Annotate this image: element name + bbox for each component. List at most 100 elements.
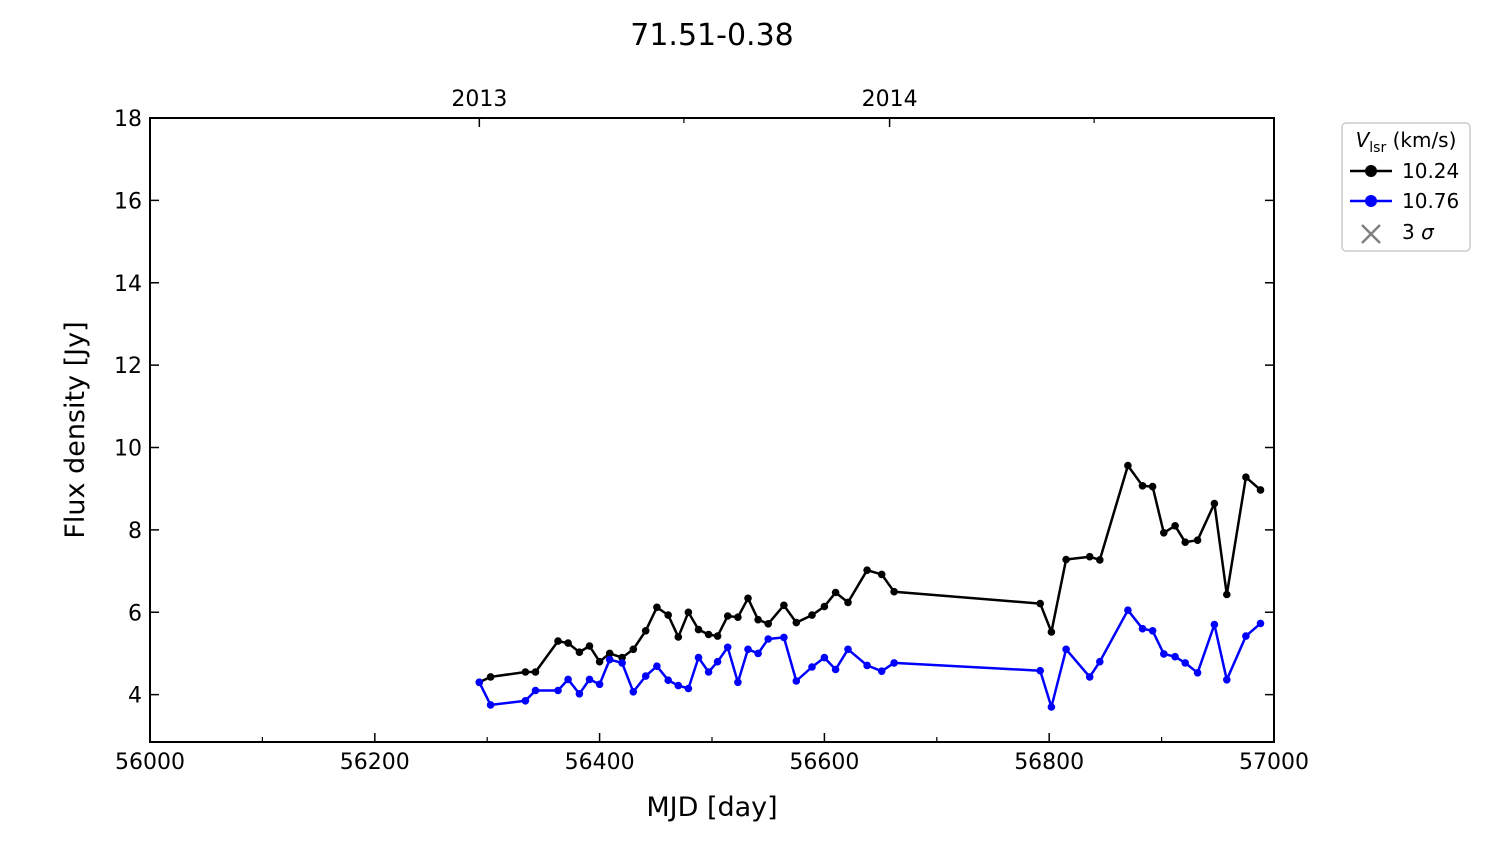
y-tick-label: 14 (114, 272, 142, 297)
data-point (641, 672, 650, 680)
y-tick-label: 16 (114, 189, 142, 214)
x-tick-label: 57000 (1239, 750, 1309, 775)
series-layer (475, 461, 1265, 711)
x-tick-label: 56800 (1014, 750, 1084, 775)
data-point (890, 587, 898, 596)
data-point (831, 588, 840, 597)
data-point (1124, 461, 1132, 470)
data-point (1256, 486, 1265, 494)
data-point (723, 612, 732, 620)
data-point (1047, 703, 1056, 711)
data-point (1210, 499, 1219, 508)
data-point (653, 662, 661, 670)
data-point (820, 653, 829, 662)
data-point (521, 668, 530, 676)
legend-marker-3sigma (1361, 224, 1381, 244)
y-tick-label: 18 (114, 107, 142, 132)
data-point (618, 659, 626, 667)
data-point (1148, 627, 1157, 635)
legend-title-symbol: V (1356, 128, 1371, 152)
data-point (564, 675, 572, 684)
legend-marker-series-1 (1365, 165, 1377, 177)
legend-title-unit: (km/s) (1386, 128, 1456, 152)
data-point (1242, 473, 1250, 482)
data-point (792, 618, 801, 627)
data-point (877, 667, 886, 675)
data-point (808, 663, 816, 671)
data-point (564, 639, 572, 647)
data-point (486, 701, 495, 709)
data-point (1160, 650, 1168, 658)
data-point (754, 649, 762, 658)
data-point (808, 611, 816, 619)
data-point (1181, 538, 1189, 546)
data-point (694, 625, 703, 634)
series-1 (475, 461, 1265, 687)
y-tick-label: 12 (114, 354, 142, 379)
data-point (629, 645, 638, 654)
data-point (704, 668, 713, 676)
y-tick-label: 8 (128, 519, 142, 544)
data-point (1036, 666, 1044, 675)
legend-title: Vlsr (km/s) (1356, 128, 1457, 156)
data-point (1193, 669, 1202, 677)
data-point (713, 632, 722, 640)
data-point (1138, 482, 1147, 490)
data-point (531, 686, 540, 695)
legend: Vlsr (km/s) 10.24 10.76 3 σ (1341, 122, 1471, 252)
data-point (1062, 555, 1070, 564)
data-point (674, 633, 683, 641)
top-tick-label: 2014 (862, 87, 918, 112)
data-point (780, 633, 788, 642)
data-point (1210, 620, 1219, 629)
data-point (1223, 590, 1231, 599)
data-point (1160, 529, 1168, 537)
data-point (1181, 659, 1189, 667)
data-point (1148, 482, 1157, 491)
data-point (877, 570, 886, 579)
legend-label-3sigma: 3 σ (1402, 220, 1435, 244)
data-point (694, 653, 703, 662)
data-point (1138, 624, 1147, 633)
data-point (595, 680, 604, 689)
y-tick-label: 4 (128, 684, 142, 709)
series-line (478, 464, 1262, 684)
data-point (475, 678, 484, 687)
data-point (734, 613, 742, 621)
data-point (1062, 645, 1070, 654)
data-point (1096, 657, 1104, 666)
plot-frame (149, 117, 1275, 743)
y-tick-label: 6 (128, 601, 142, 626)
data-point (595, 657, 604, 666)
legend-box (1341, 122, 1471, 252)
data-point (684, 684, 693, 693)
data-point (664, 676, 672, 684)
legend-label-series-2: 10.76 (1402, 189, 1459, 213)
data-point (629, 688, 638, 696)
data-point (521, 697, 530, 705)
data-point (890, 659, 898, 667)
x-tick-label: 56600 (789, 750, 859, 775)
data-point (531, 668, 540, 676)
data-point (863, 566, 871, 574)
data-point (1242, 632, 1250, 640)
data-point (653, 603, 661, 612)
x-axis-title: MJD [day] (646, 792, 777, 823)
data-point (844, 645, 852, 654)
chart-title: 71.51-0.38 (630, 18, 794, 53)
data-point (831, 665, 840, 674)
series-2 (475, 606, 1265, 711)
data-point (704, 630, 713, 639)
data-point (585, 642, 594, 650)
data-point (713, 657, 722, 666)
data-point (605, 655, 614, 664)
legend-marker-series-2 (1365, 195, 1377, 207)
data-point (780, 601, 788, 610)
data-point (734, 678, 742, 687)
data-point (764, 620, 772, 628)
data-point (1171, 522, 1179, 530)
axes-ticks: 56000 56200 56400 56600 56800 57000 4 6 8 10 12 14 1… (114, 87, 1309, 775)
data-point (844, 598, 852, 607)
y-tick-label: 10 (114, 437, 142, 462)
